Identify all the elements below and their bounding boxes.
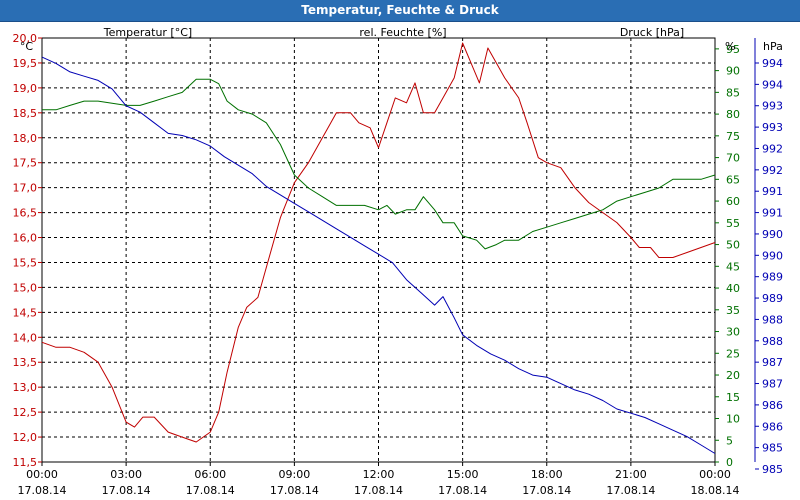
axis-labels: 20,0 19,5 19,0 18,5 18,0 17,5 17,0 16,5 16,0 15,5…: [13, 32, 784, 497]
pressure-axis-label: Druck [hPa]: [620, 26, 684, 39]
temperature-tick-label: 19,0: [13, 82, 38, 95]
pressure-tick-label: 990: [762, 228, 783, 241]
x-tick-date: 17.08.14: [186, 484, 235, 497]
humidity-series-line: [42, 78, 716, 250]
humidity-tick-label: 85: [726, 86, 740, 99]
x-tick-time: 15:00: [447, 468, 479, 481]
x-tick-time: 03:00: [110, 468, 142, 481]
window-title-bar: Temperatur, Feuchte & Druck: [0, 0, 800, 22]
humidity-tick-label: 40: [726, 282, 740, 295]
temperature-tick-label: 16,0: [13, 232, 38, 245]
humidity-tick-label: 25: [726, 347, 740, 360]
pressure-tick-label: 985: [762, 442, 783, 455]
temperature-tick-label: 12,5: [13, 406, 38, 419]
humidity-tick-label: 80: [726, 108, 740, 121]
humidity-unit-label: %: [725, 40, 735, 53]
x-tick-time: 21:00: [615, 468, 647, 481]
temperature-tick-label: 14,5: [13, 306, 38, 319]
pressure-tick-label: 992: [762, 164, 783, 177]
pressure-tick-label: 988: [762, 335, 783, 348]
x-tick-time: 09:00: [279, 468, 311, 481]
humidity-tick-label: 95: [726, 43, 740, 56]
pressure-series-line: [41, 56, 716, 454]
temperature-tick-label: 14,0: [13, 331, 38, 344]
humidity-tick-label: 15: [726, 391, 740, 404]
pressure-tick-label: 985: [762, 463, 783, 476]
temperature-tick-label: 17,5: [13, 157, 38, 170]
x-tick-time: 00:00: [26, 468, 58, 481]
temperature-tick-label: 18,5: [13, 107, 38, 120]
pressure-unit-label: hPa: [763, 40, 783, 53]
pressure-tick-label: 986: [762, 399, 783, 412]
humidity-tick-label: 75: [726, 130, 740, 143]
humidity-tick-label: 70: [726, 152, 740, 165]
pressure-tick-label: 989: [762, 292, 783, 305]
pressure-tick-label: 990: [762, 249, 783, 262]
x-tick-date: 17.08.14: [18, 484, 67, 497]
humidity-tick-label: 10: [726, 413, 740, 426]
pressure-tick-label: 994: [762, 57, 783, 70]
x-tick-date: 18.08.14: [691, 484, 740, 497]
chart-area: 20,0 19,5 19,0 18,5 18,0 17,5 17,0 16,5 16,0 15,5…: [13, 26, 784, 497]
x-tick-date: 17.08.14: [102, 484, 151, 497]
humidity-tick-label: 0: [726, 456, 733, 469]
humidity-tick-label: 90: [726, 65, 740, 78]
temperature-tick-label: 13,0: [13, 381, 38, 394]
temperature-tick-label: 19,5: [13, 57, 38, 70]
pressure-tick-label: 992: [762, 142, 783, 155]
temperature-tick-label: 17,0: [13, 182, 38, 195]
window-title: Temperatur, Feuchte & Druck: [301, 3, 499, 17]
x-tick-date: 17.08.14: [606, 484, 655, 497]
x-tick-time: 18:00: [531, 468, 563, 481]
humidity-tick-label: 65: [726, 173, 740, 186]
x-tick-date: 17.08.14: [438, 484, 487, 497]
x-tick-time: 06:00: [194, 468, 226, 481]
x-tick-date: 17.08.14: [522, 484, 571, 497]
x-tick-date: 17.08.14: [270, 484, 319, 497]
humidity-tick-label: 35: [726, 304, 740, 317]
temperature-tick-label: 20,0: [13, 32, 38, 45]
temperature-tick-label: 15,0: [13, 281, 38, 294]
x-tick-date: 17.08.14: [354, 484, 403, 497]
pressure-tick-label: 994: [762, 78, 783, 91]
temperature-tick-label: 18,0: [13, 132, 38, 145]
temperature-unit-label: °C: [20, 40, 34, 53]
pressure-tick-label: 986: [762, 420, 783, 433]
humidity-tick-label: 20: [726, 369, 740, 382]
pressure-tick-label: 989: [762, 271, 783, 284]
humidity-tick-label: 55: [726, 217, 740, 230]
temperature-axis-label: Temperatur [°C]: [103, 26, 192, 39]
temperature-series-line: [41, 42, 716, 443]
pressure-tick-label: 987: [762, 378, 783, 391]
temperature-tick-label: 15,5: [13, 256, 38, 269]
pressure-tick-label: 991: [762, 185, 783, 198]
humidity-tick-label: 5: [726, 434, 733, 447]
temperature-tick-label: 11,5: [13, 456, 38, 469]
temperature-tick-label: 13,5: [13, 356, 38, 369]
pressure-tick-label: 991: [762, 207, 783, 220]
temperature-tick-label: 16,5: [13, 207, 38, 220]
pressure-tick-label: 988: [762, 313, 783, 326]
pressure-tick-label: 987: [762, 356, 783, 369]
x-tick-time: 12:00: [363, 468, 395, 481]
x-tick-time: 00:00: [699, 468, 731, 481]
humidity-tick-label: 50: [726, 239, 740, 252]
series-group: [41, 42, 716, 454]
humidity-axis-label: rel. Feuchte [%]: [359, 26, 446, 39]
temperature-tick-label: 12,0: [13, 431, 38, 444]
pressure-tick-label: 993: [762, 100, 783, 113]
humidity-tick-label: 60: [726, 195, 740, 208]
humidity-tick-label: 45: [726, 260, 740, 273]
humidity-tick-label: 30: [726, 326, 740, 339]
pressure-tick-label: 993: [762, 121, 783, 134]
grid-lines: [42, 38, 715, 462]
